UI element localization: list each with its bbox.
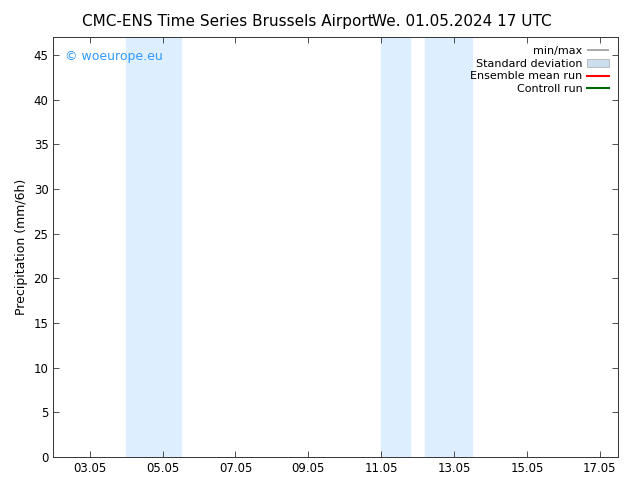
Bar	[425, 37, 472, 457]
Y-axis label: Precipitation (mm/6h): Precipitation (mm/6h)	[15, 179, 28, 315]
Text: CMC-ENS Time Series Brussels Airport: CMC-ENS Time Series Brussels Airport	[82, 14, 374, 29]
Text: We. 01.05.2024 17 UTC: We. 01.05.2024 17 UTC	[372, 14, 552, 29]
Text: © woeurope.eu: © woeurope.eu	[65, 49, 162, 63]
Legend: min/max, Standard deviation, Ensemble mean run, Controll run: min/max, Standard deviation, Ensemble me…	[467, 43, 612, 98]
Bar	[126, 37, 181, 457]
Bar	[381, 37, 410, 457]
